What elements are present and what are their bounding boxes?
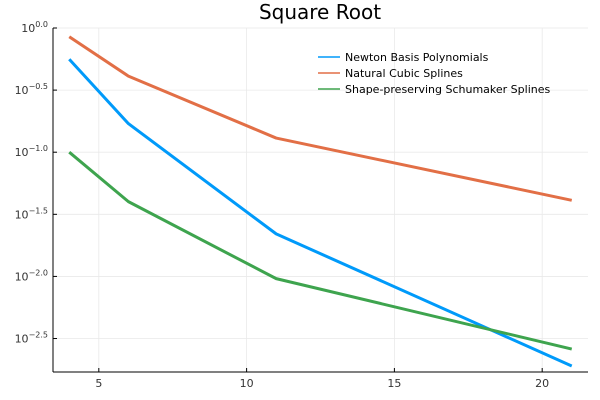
- x-tick-label: 20: [535, 377, 549, 390]
- x-tick-label: 10: [240, 377, 254, 390]
- grid-lines: [53, 27, 588, 372]
- series-line-3: [68, 151, 573, 351]
- legend-label-1: Newton Basis Polynomials: [345, 51, 489, 64]
- legend-label-2: Natural Cubic Splines: [345, 67, 463, 80]
- series-line-2: [68, 35, 573, 202]
- x-tick-label: 15: [387, 377, 401, 390]
- y-tick-label: 100.0: [21, 20, 48, 35]
- y-tick-label: 10−1.0: [15, 144, 48, 159]
- y-tick-label: 10−2.0: [15, 268, 48, 283]
- tick-labels: 5 10 15 20 100.0 10−0.5 10−1.0 10−1.5 10−2.0 10−2…: [15, 20, 550, 390]
- x-tick-label: 5: [95, 377, 102, 390]
- legend: Newton Basis Polynomials Natural Cubic Sp…: [318, 51, 550, 96]
- chart-title: Square Root: [259, 0, 381, 24]
- y-tick-label: 10−0.5: [15, 82, 48, 97]
- legend-label-3: Shape-preserving Schumaker Splines: [345, 83, 550, 96]
- series-line-1: [68, 58, 573, 368]
- y-tick-label: 10−1.5: [15, 206, 48, 221]
- axes: [52, 27, 588, 373]
- data-series: [68, 35, 573, 368]
- y-tick-label: 10−2.5: [15, 331, 48, 346]
